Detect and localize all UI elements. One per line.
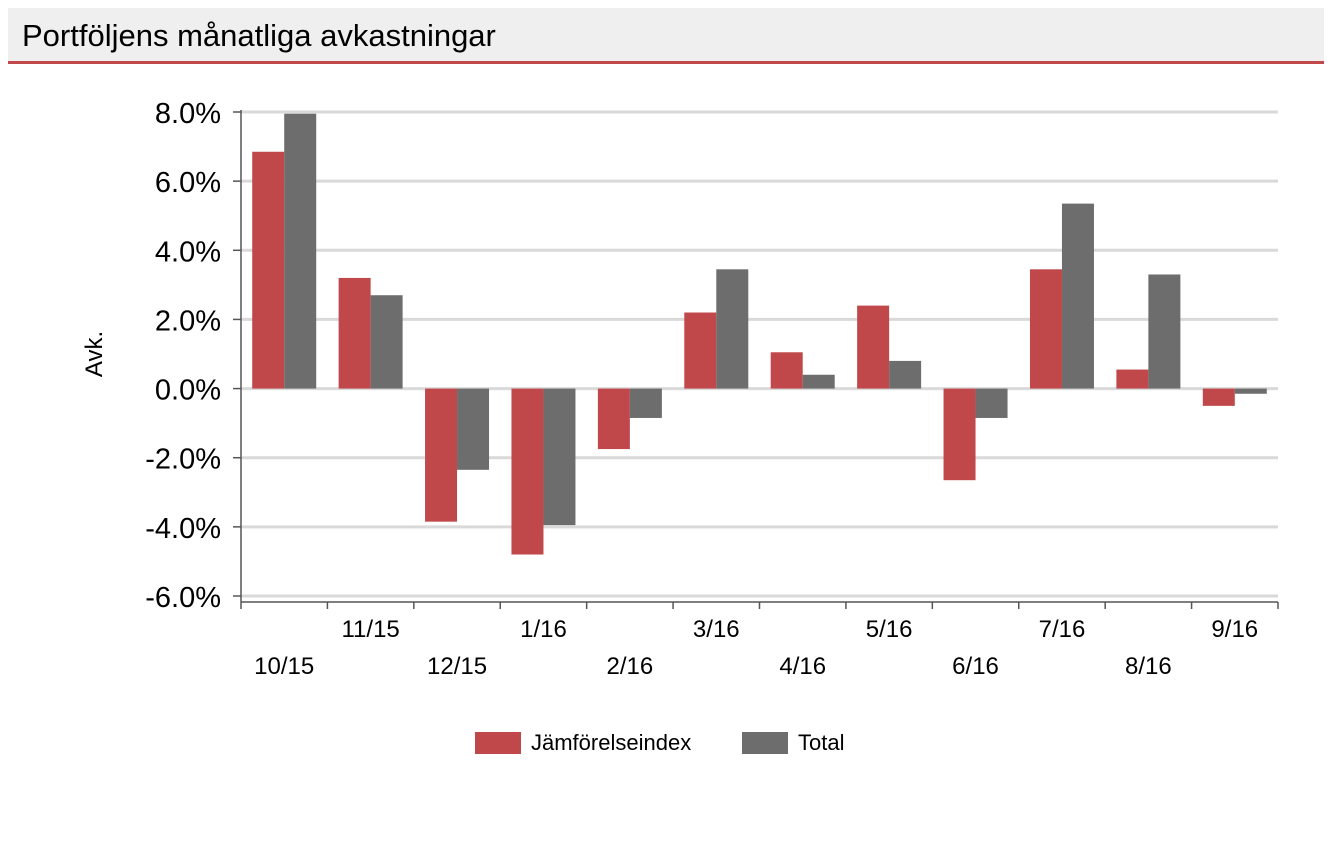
x-tick-label: 6/16 (952, 653, 999, 680)
x-tick-label: 3/16 (693, 616, 740, 643)
bar-total (370, 295, 403, 389)
x-tick-label: 1/16 (520, 616, 567, 643)
legend-label: Jämförelseindex (531, 730, 691, 755)
legend: Jämförelseindex Total (475, 730, 844, 755)
y-tick-label: 8.0% (155, 98, 221, 130)
bar-total (802, 374, 835, 389)
chart-title: Portföljens månatliga avkastningar (22, 18, 496, 53)
bar-jamforelseindex (425, 388, 458, 522)
bar-jamforelseindex (684, 312, 717, 389)
legend-swatch (475, 732, 521, 754)
legend-swatch (742, 732, 788, 754)
y-tick-label: 2.0% (155, 305, 221, 337)
y-tick-label: 0.0% (155, 375, 221, 407)
bars (252, 113, 1267, 555)
x-tick-label: 12/15 (427, 653, 487, 680)
bar-total (284, 113, 317, 389)
bar-total (716, 269, 749, 389)
x-tick-label: 4/16 (779, 653, 826, 680)
y-axis-label: Avk. (81, 331, 108, 377)
axes (233, 110, 1279, 609)
bar-jamforelseindex (511, 388, 544, 555)
bar-jamforelseindex (770, 352, 803, 389)
bar-total (457, 388, 490, 470)
x-tick-label: 2/16 (607, 653, 654, 680)
bar-jamforelseindex (252, 151, 285, 389)
x-tick-label: 11/15 (341, 616, 399, 643)
bar-jamforelseindex (338, 277, 371, 389)
bar-total (1234, 388, 1267, 394)
tick-labels: 8.0% 6.0% 4.0% 2.0% 0.0% -2.0% -4.0% -6.0% 10/15… (145, 98, 1258, 680)
bar-jamforelseindex (943, 388, 976, 481)
bar-jamforelseindex (857, 305, 890, 389)
bar-total (975, 388, 1008, 418)
x-tick-label: 10/15 (254, 653, 314, 680)
bar-total (543, 388, 576, 526)
bar-total (1061, 203, 1094, 389)
bar-jamforelseindex (597, 388, 630, 450)
y-tick-label: 4.0% (155, 236, 221, 268)
chart-header: Portföljens månatliga avkastningar (8, 8, 1324, 64)
y-tick-label: -4.0% (145, 513, 221, 545)
gridlines (241, 110, 1278, 598)
y-tick-label: -6.0% (145, 582, 221, 614)
bar-total (1148, 274, 1181, 389)
x-tick-label: 7/16 (1039, 616, 1086, 643)
bar-total (889, 360, 922, 389)
bar-jamforelseindex (1116, 369, 1149, 389)
x-tick-label: 9/16 (1211, 616, 1258, 643)
bar-jamforelseindex (1202, 388, 1235, 406)
y-tick-label: 6.0% (155, 167, 221, 199)
y-tick-label: -2.0% (145, 444, 221, 476)
bar-jamforelseindex (1029, 269, 1062, 389)
legend-label: Total (798, 730, 844, 755)
bar-total (629, 388, 662, 418)
x-tick-label: 5/16 (866, 616, 913, 643)
x-tick-label: 8/16 (1125, 653, 1172, 680)
